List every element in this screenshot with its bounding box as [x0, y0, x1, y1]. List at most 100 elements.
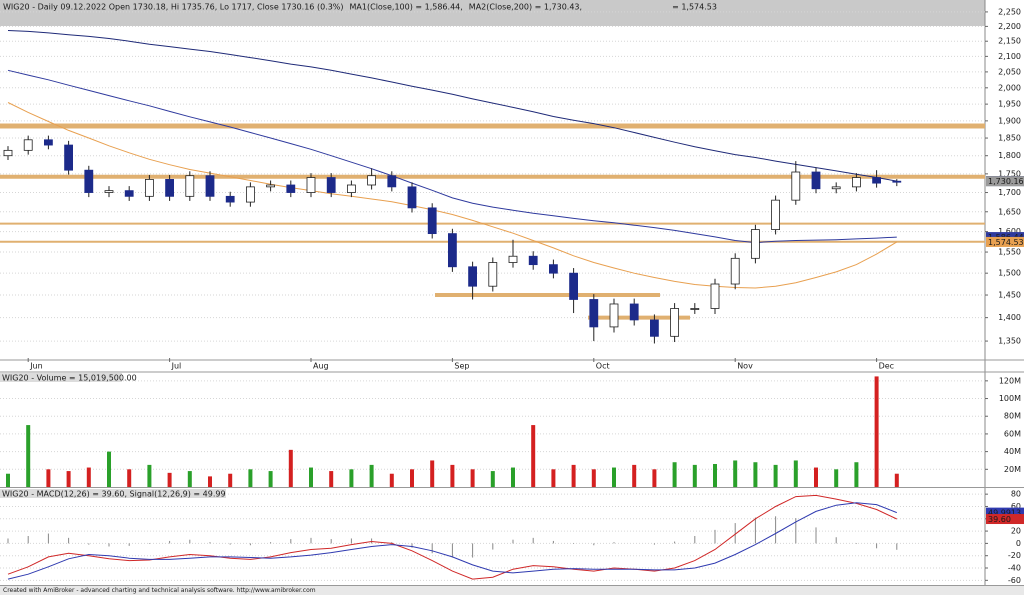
histogram-bar	[694, 536, 696, 544]
histogram-bar	[88, 543, 90, 545]
y-tick-label: 1,550	[998, 248, 1021, 257]
volume-bar	[248, 469, 253, 487]
histogram-bar	[189, 539, 191, 544]
volume-bar	[329, 471, 334, 487]
histogram-bar	[270, 542, 272, 544]
y-tick-label: 2,150	[998, 37, 1021, 46]
volume-bar	[692, 464, 697, 487]
value-tag-label: 39.60	[988, 515, 1011, 524]
candle-body	[730, 257, 740, 285]
candle-body	[650, 319, 659, 337]
candle-body	[165, 179, 175, 197]
candle-body	[407, 186, 417, 209]
x-tick-label: Jul	[171, 362, 182, 371]
histogram-bar	[734, 523, 736, 544]
x-tick-label: Aug	[313, 362, 329, 371]
volume-bar	[490, 471, 495, 487]
histogram-bar	[613, 542, 615, 544]
histogram-bar	[896, 543, 898, 550]
candle-body	[447, 233, 457, 268]
candle-body	[346, 184, 356, 193]
histogram-bar	[128, 543, 130, 546]
y-tick-label: 80	[1011, 490, 1021, 499]
histogram-bar	[27, 536, 29, 544]
y-tick-label: 2,200	[998, 22, 1021, 31]
histogram-bar	[754, 517, 756, 544]
histogram-bar	[391, 542, 393, 544]
y-tick-label: 20	[1011, 527, 1021, 536]
candle-body	[508, 255, 518, 263]
histogram-bar	[350, 538, 352, 544]
volume-bar	[551, 469, 556, 487]
y-tick-label: 1,600	[998, 227, 1021, 236]
volume-bar	[6, 473, 10, 487]
candle-body	[852, 177, 861, 188]
candle-body	[306, 177, 316, 193]
volume-bar	[733, 460, 738, 487]
volume-bar	[389, 473, 394, 487]
candle-body	[3, 149, 13, 157]
histogram-bar	[330, 539, 332, 544]
histogram-bar	[7, 538, 9, 544]
candle-body	[23, 139, 33, 151]
histogram-bar	[573, 543, 575, 545]
x-tick-label: Dec	[879, 362, 894, 371]
candle-body	[771, 199, 780, 230]
volume-bar	[450, 464, 455, 487]
histogram-bar	[371, 538, 373, 544]
y-tick-label: -20	[1008, 551, 1021, 560]
y-tick-label: 1,450	[998, 291, 1021, 300]
candle-body	[528, 255, 538, 266]
y-tick-label: 1,950	[998, 100, 1021, 109]
y-tick-label: -60	[1008, 576, 1021, 585]
footer: Created with AmiBroker - advanced charti…	[3, 587, 316, 594]
candle-body	[104, 190, 114, 193]
candle-body	[710, 283, 720, 309]
volume-bar	[470, 469, 475, 487]
histogram-bar	[249, 543, 251, 546]
value-tag: 1,730.16	[986, 176, 1024, 187]
candle-body	[326, 177, 336, 193]
histogram-bar	[835, 537, 837, 544]
histogram-bar	[532, 537, 534, 544]
volume-bar	[228, 473, 233, 487]
histogram-bar	[148, 543, 150, 545]
volume-bar	[793, 460, 798, 487]
value-tag-label: 49.9913	[988, 509, 1021, 518]
volume-bar	[86, 467, 91, 487]
candle-body	[791, 171, 801, 201]
histogram-bar	[472, 543, 474, 558]
moving-average	[7, 30, 897, 182]
volume-bar	[349, 469, 354, 487]
header-bar	[0, 0, 985, 26]
value-tag-label: 1,730.16	[988, 177, 1024, 186]
histogram-bar	[876, 543, 878, 549]
moving-average	[7, 69, 897, 244]
title-box	[0, 373, 122, 382]
value-tag-box	[986, 514, 1024, 525]
histogram-bar	[411, 543, 413, 548]
value-tag-box	[986, 507, 1024, 518]
volume-bar	[612, 467, 616, 487]
histogram-bar	[653, 543, 655, 545]
candle-body	[549, 264, 558, 274]
candle-body	[427, 207, 437, 235]
histogram-bar	[290, 539, 292, 544]
histogram-bar	[310, 537, 312, 544]
volume-bar	[66, 471, 71, 487]
volume-bar	[854, 462, 859, 487]
candle-body	[589, 299, 599, 328]
volume-bar	[46, 469, 51, 487]
candle-body	[44, 139, 53, 146]
y-tick-label: -40	[1008, 564, 1021, 573]
volume-bar	[652, 469, 657, 487]
volume-bar	[26, 425, 31, 487]
histogram-bar	[451, 543, 453, 558]
candle-body	[831, 186, 841, 190]
value-tag-box	[986, 236, 1024, 247]
candle-body	[690, 308, 700, 310]
y-tick-label: 1,800	[998, 151, 1021, 160]
